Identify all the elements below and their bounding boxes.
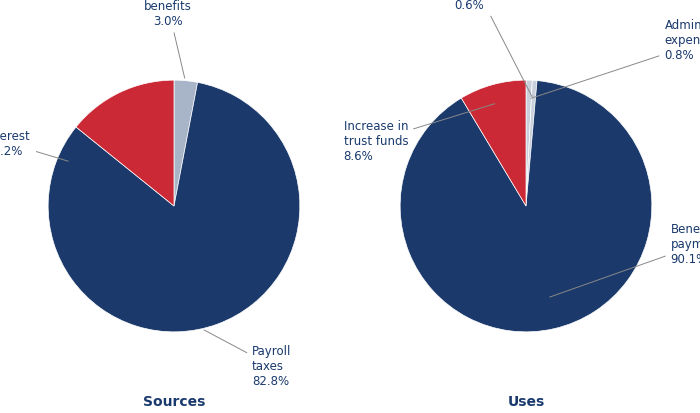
Wedge shape (174, 81, 197, 206)
Text: Payroll
taxes
82.8%: Payroll taxes 82.8% (204, 330, 291, 387)
Wedge shape (76, 81, 174, 206)
Wedge shape (400, 81, 652, 332)
Wedge shape (526, 81, 532, 206)
Wedge shape (526, 81, 537, 206)
Text: Uses: Uses (508, 394, 545, 408)
Text: Taxation of
benefits
3.0%: Taxation of benefits 3.0% (136, 0, 200, 79)
Text: Interest
14.2%: Interest 14.2% (0, 130, 68, 162)
Text: Administrative
expenses
0.8%: Administrative expenses 0.8% (531, 19, 700, 99)
Wedge shape (461, 81, 526, 206)
Text: Railroad
Retirement
financial
interchange
0.6%: Railroad Retirement financial interchang… (434, 0, 532, 97)
Text: Increase in
trust funds
8.6%: Increase in trust funds 8.6% (344, 104, 495, 163)
Wedge shape (48, 83, 300, 332)
Text: Sources: Sources (143, 394, 205, 408)
Text: Benefit
payments
90.1%: Benefit payments 90.1% (550, 223, 700, 297)
